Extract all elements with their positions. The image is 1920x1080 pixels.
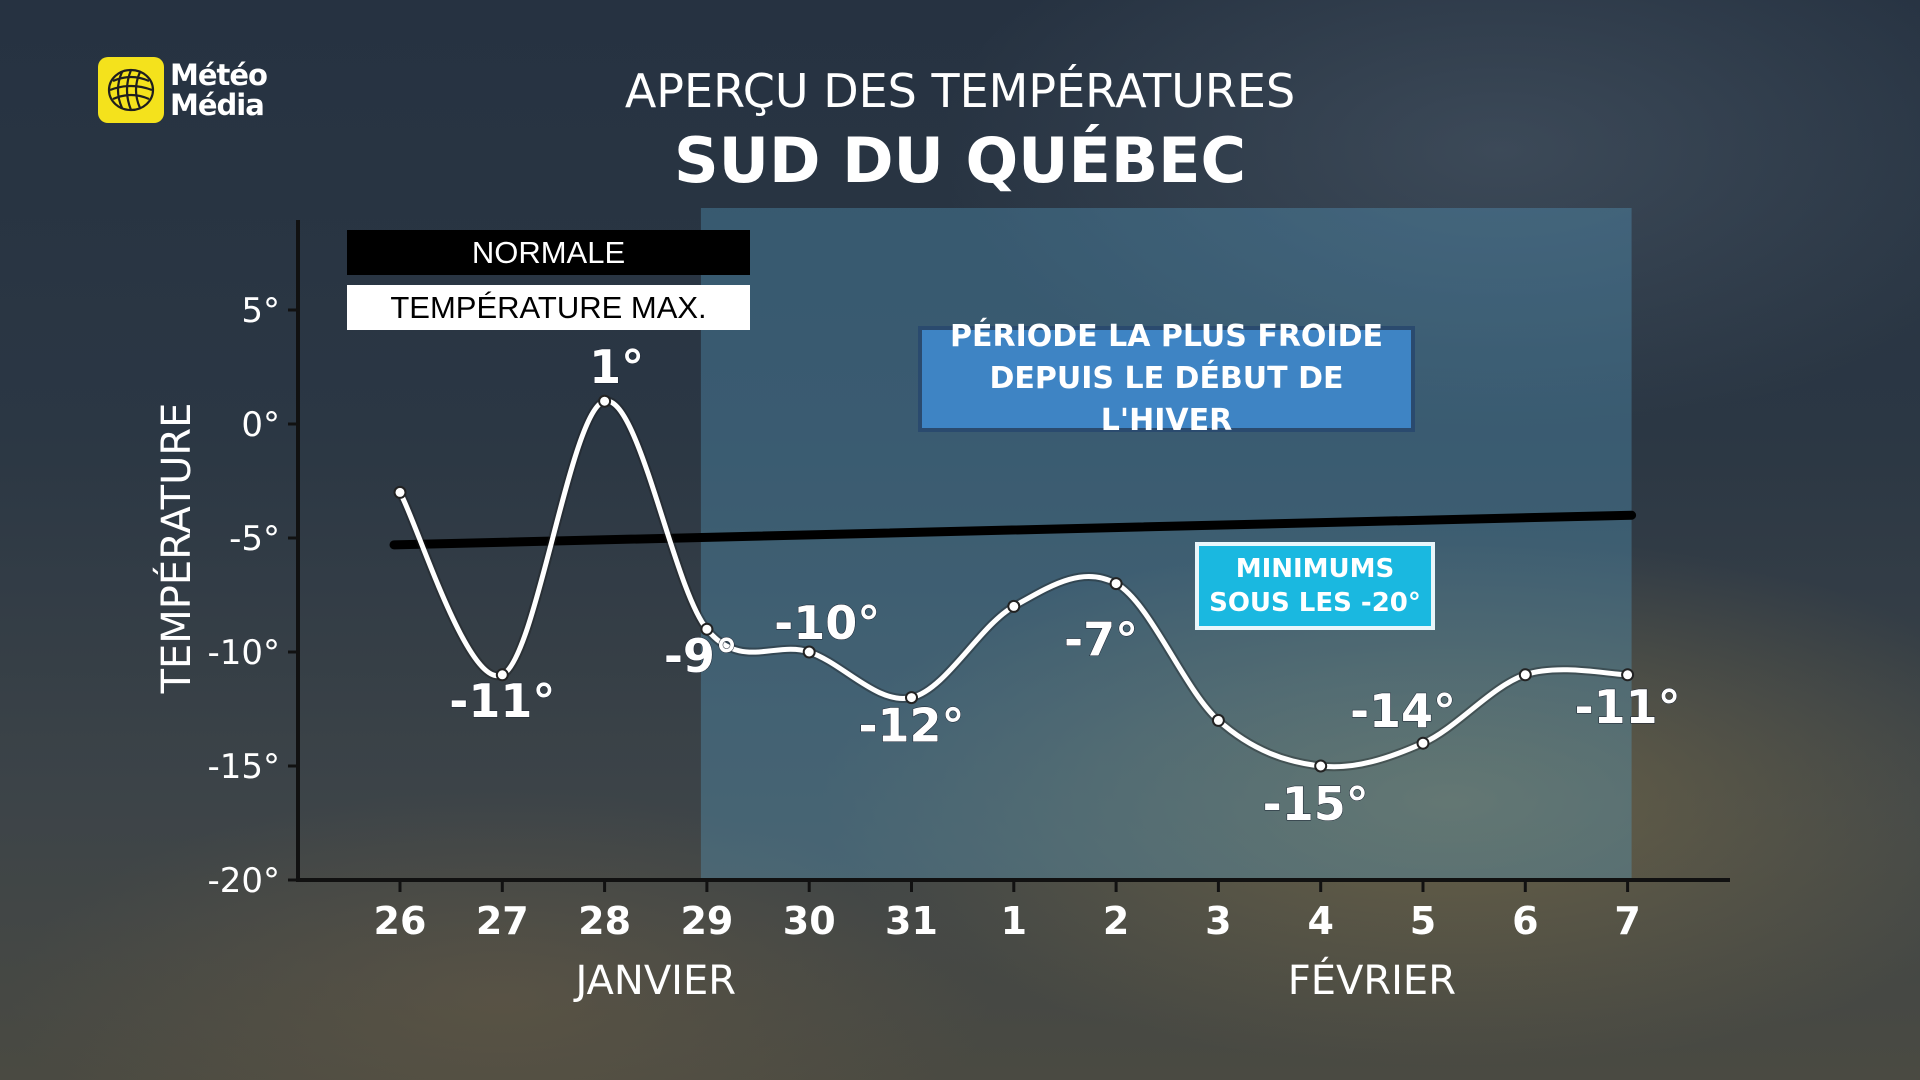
data-point: [1314, 759, 1328, 773]
legend-max-temperature: TEMPÉRATURE MAX.: [347, 285, 750, 330]
data-label: 1°: [589, 340, 644, 394]
x-tick-label: 29: [680, 899, 733, 943]
data-point: [598, 394, 612, 408]
x-tick-label: 28: [578, 899, 631, 943]
data-point: [802, 645, 816, 659]
minimums-line-1: MINIMUMS: [1235, 554, 1395, 584]
y-tick-label: -20°: [207, 861, 280, 901]
meteomedia-logo: Météo Média: [98, 57, 268, 123]
month-label-fevrier: FÉVRIER: [1288, 956, 1456, 1004]
y-axis-ticks: 5° 0° -5° -10° -15° -20°: [207, 291, 298, 901]
y-tick-label: 0°: [241, 405, 280, 445]
globe-icon: [98, 57, 164, 123]
data-point: [1416, 736, 1430, 750]
logo-line-2: Média: [170, 88, 265, 122]
data-point: [495, 668, 509, 682]
x-tick-label: 30: [783, 899, 836, 943]
y-tick-label: -5°: [229, 519, 280, 559]
x-tick-label: 27: [476, 899, 529, 943]
y-axis-label: TEMPÉRATURE: [152, 403, 200, 695]
coldest-period-callout: PÉRIODE LA PLUS FROIDE DEPUIS LE DÉBUT D…: [918, 319, 1415, 438]
chart-subtitle: SUD DU QUÉBEC: [674, 124, 1246, 197]
data-labels: -11° 1° -9° -10° -12° -7° -15° -14° -11°: [449, 340, 1681, 832]
data-point: [1621, 668, 1635, 682]
chart-points: [393, 394, 1635, 773]
series-normal-line: [389, 510, 1637, 550]
x-tick-label: 4: [1307, 899, 1333, 943]
x-tick-label: 2: [1103, 899, 1129, 943]
data-point: [1518, 668, 1532, 682]
data-label: -7°: [1064, 613, 1138, 667]
data-label: -15°: [1263, 777, 1369, 831]
x-tick-label: 3: [1205, 899, 1231, 943]
data-point: [700, 622, 714, 636]
chart-series: [389, 396, 1637, 772]
x-tick-label: 6: [1512, 899, 1538, 943]
data-label: -12°: [858, 699, 964, 753]
data-point: [905, 691, 918, 705]
x-tick-label: 1: [1001, 899, 1027, 943]
month-label-janvier: JANVIER: [572, 958, 736, 1004]
minimums-line-2: SOUS LES -20°: [1209, 588, 1421, 618]
coldest-period-line-1: PÉRIODE LA PLUS FROIDE: [950, 319, 1383, 354]
y-tick-label: -10°: [207, 633, 280, 673]
x-tick-label: 5: [1410, 899, 1436, 943]
x-axis-ticks: 26 27 28 29 30 31 1 2 3 4 5 6 7: [374, 880, 1641, 943]
data-label: -11°: [1575, 680, 1681, 734]
data-point: [1109, 577, 1123, 591]
chart-title: APERÇU DES TEMPÉRATURES: [624, 64, 1296, 118]
minimums-callout: MINIMUMS SOUS LES -20°: [1195, 542, 1435, 630]
legend-normal: NORMALE: [347, 230, 750, 275]
data-label: -14°: [1350, 684, 1456, 738]
logo-line-1: Météo: [170, 58, 268, 92]
data-point: [393, 485, 407, 499]
y-tick-label: -15°: [207, 747, 280, 787]
data-label: -10°: [774, 596, 880, 650]
logo-wordmark: Météo Média: [170, 58, 268, 122]
highlight-region: [700, 208, 1632, 880]
data-point: [1211, 713, 1225, 727]
coldest-period-line-2: DEPUIS LE DÉBUT DE L'HIVER: [989, 361, 1344, 438]
y-tick-label: 5°: [241, 291, 280, 331]
data-label: -11°: [449, 674, 555, 728]
x-tick-label: 26: [374, 899, 427, 943]
x-tick-label: 7: [1614, 899, 1640, 943]
series-max-line: [397, 398, 1628, 770]
x-tick-label: 31: [885, 899, 938, 943]
data-label: -9°: [664, 629, 738, 683]
data-point: [1007, 599, 1021, 613]
